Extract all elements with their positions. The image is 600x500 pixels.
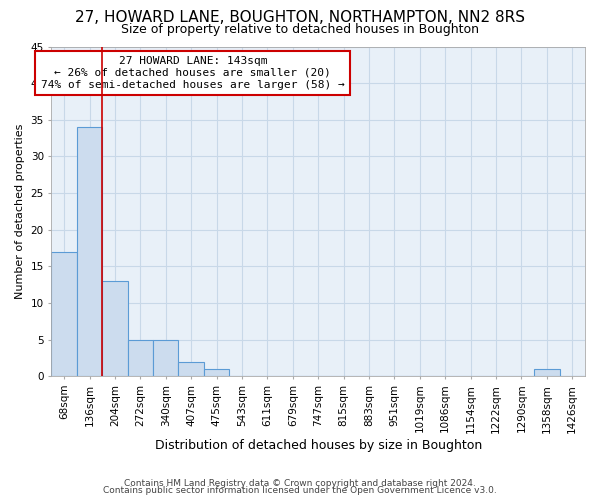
Text: Size of property relative to detached houses in Boughton: Size of property relative to detached ho… — [121, 22, 479, 36]
Bar — [204, 369, 229, 376]
Text: 27, HOWARD LANE, BOUGHTON, NORTHAMPTON, NN2 8RS: 27, HOWARD LANE, BOUGHTON, NORTHAMPTON, … — [75, 10, 525, 25]
Bar — [77, 127, 102, 376]
X-axis label: Distribution of detached houses by size in Boughton: Distribution of detached houses by size … — [155, 440, 482, 452]
Y-axis label: Number of detached properties: Number of detached properties — [15, 124, 25, 299]
Bar — [102, 281, 128, 376]
Text: Contains HM Land Registry data © Crown copyright and database right 2024.: Contains HM Land Registry data © Crown c… — [124, 478, 476, 488]
Bar — [128, 340, 153, 376]
Bar — [534, 369, 560, 376]
Text: 27 HOWARD LANE: 143sqm
← 26% of detached houses are smaller (20)
74% of semi-det: 27 HOWARD LANE: 143sqm ← 26% of detached… — [41, 56, 345, 90]
Bar — [178, 362, 204, 376]
Bar — [52, 252, 77, 376]
Bar — [153, 340, 178, 376]
Text: Contains public sector information licensed under the Open Government Licence v3: Contains public sector information licen… — [103, 486, 497, 495]
